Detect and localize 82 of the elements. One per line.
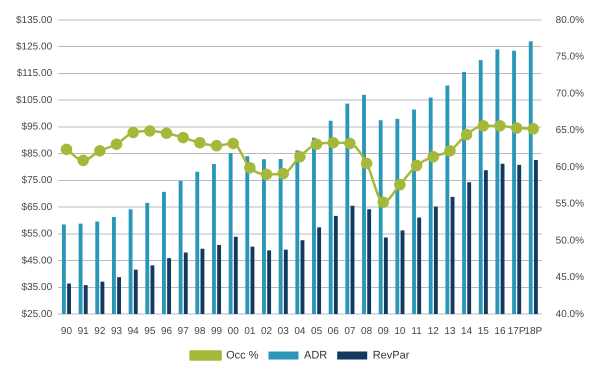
y-tick-label: $95.00 [22, 122, 53, 133]
point [344, 138, 356, 150]
x-tick-label: 00 [228, 326, 240, 337]
y-tick-label: $45.00 [22, 255, 53, 266]
point [260, 168, 272, 180]
point [394, 178, 406, 190]
y-tick-label: $25.00 [22, 308, 53, 320]
x-tick-label: 93 [110, 326, 122, 337]
point [127, 126, 139, 138]
x-tick-label: 17P [508, 326, 526, 337]
x-tick-label: 14 [461, 326, 473, 337]
point [310, 138, 322, 150]
x-tick-label: 10 [394, 326, 406, 337]
x-tick-label: 08 [361, 326, 373, 337]
y2-tick-label: 70.0% [556, 88, 584, 100]
x-tick-label: 18P [524, 326, 543, 337]
y-tick-label: $135.00 [16, 14, 53, 26]
y2-tick-label: 65.0% [556, 125, 584, 136]
y2-tick-label: 80.0% [556, 14, 584, 26]
x-tick-label: 04 [294, 326, 306, 337]
x-tick-label: 94 [128, 326, 140, 337]
x-tick-label: 97 [178, 326, 190, 337]
point [144, 125, 156, 137]
x-tick-label: 92 [94, 326, 106, 337]
x-tick-label: 07 [344, 326, 356, 337]
point [428, 150, 440, 162]
point [478, 120, 490, 132]
point [94, 145, 106, 157]
legend-label: ADR [304, 350, 328, 362]
x-tick-label: 06 [328, 326, 340, 337]
y-tick-label: $35.00 [22, 282, 53, 294]
legend-label: RevPar [372, 350, 410, 362]
x-tick-label: 95 [144, 326, 156, 337]
point [277, 168, 289, 180]
x-tick-label: 90 [60, 326, 72, 337]
point [110, 138, 122, 150]
y-tick-label: $105.00 [16, 94, 53, 106]
point [528, 123, 540, 135]
point [460, 128, 472, 140]
x-tick-label: 03 [278, 326, 290, 337]
y-tick-label: $55.00 [22, 228, 53, 240]
x-tick-label: 02 [260, 326, 273, 337]
point [177, 132, 189, 144]
y2-tick-label: 40.0% [556, 308, 584, 320]
point [210, 140, 222, 152]
y-tick-label: $125.00 [16, 41, 53, 52]
x-tick-label: 96 [160, 326, 173, 337]
y2-tick-label: 55.0% [556, 198, 584, 210]
point [327, 136, 339, 148]
x-tick-label: 01 [244, 326, 256, 337]
x-tick-label: 05 [311, 326, 323, 337]
x-tick-label: 13 [444, 326, 456, 337]
point [410, 160, 422, 172]
x-tick-label: 98 [194, 326, 206, 337]
y-tick-label: $75.00 [22, 175, 53, 186]
x-tick-label: 15 [478, 326, 490, 337]
point [77, 154, 89, 166]
point [294, 150, 306, 162]
y2-tick-label: 50.0% [556, 235, 584, 246]
point [378, 196, 390, 208]
x-tick-label: 11 [411, 326, 422, 337]
x-tick-label: 09 [378, 326, 390, 337]
x-tick-label: 99 [210, 326, 223, 337]
y-tick-label: $115.00 [16, 68, 53, 80]
x-tick-label: 12 [428, 326, 440, 337]
point [360, 158, 372, 170]
point [494, 120, 506, 132]
point [160, 127, 172, 139]
y-tick-label: $85.00 [22, 148, 53, 160]
y2-tick-label: 75.0% [556, 52, 584, 62]
y2-tick-label: 60.0% [556, 162, 584, 173]
point [194, 136, 206, 148]
point [227, 138, 239, 150]
point [444, 145, 456, 157]
y-tick-label: $65.00 [22, 202, 53, 213]
y2-tick-label: 45.0% [556, 272, 584, 283]
point [244, 162, 256, 174]
x-tick-label: 16 [494, 326, 506, 337]
legend-label: Occ % [226, 350, 259, 362]
x-tick-label: 91 [78, 326, 90, 337]
point [510, 122, 522, 134]
point [60, 144, 72, 156]
